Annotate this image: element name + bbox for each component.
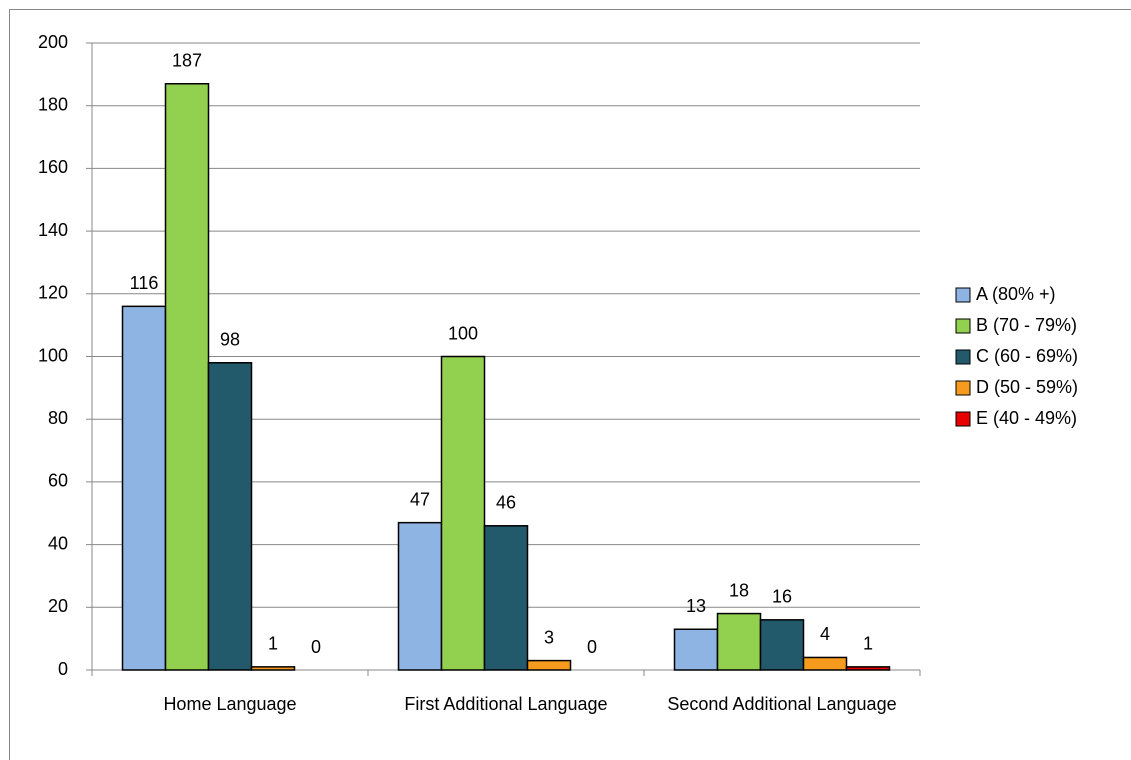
y-tick-label: 20 xyxy=(48,596,68,616)
bar xyxy=(673,628,719,671)
legend-label: A (80% +) xyxy=(976,284,1056,304)
legend-swatch xyxy=(955,287,971,303)
legend-swatch xyxy=(955,380,971,396)
y-tick-label: 160 xyxy=(38,157,68,177)
legend-label: C (60 - 69%) xyxy=(976,346,1078,366)
bar xyxy=(207,362,253,671)
y-tick-label: 140 xyxy=(38,220,68,240)
bar xyxy=(845,666,891,671)
legend-swatch xyxy=(955,318,971,334)
y-tick-label: 40 xyxy=(48,533,68,553)
bar xyxy=(483,525,529,671)
data-label: 0 xyxy=(311,637,321,657)
legend-label: D (50 - 59%) xyxy=(976,377,1078,397)
y-tick-label: 180 xyxy=(38,94,68,114)
data-label: 1 xyxy=(268,634,278,654)
data-label: 13 xyxy=(686,596,706,616)
y-tick-label: 200 xyxy=(38,32,68,52)
data-label: 187 xyxy=(172,51,202,71)
data-label: 0 xyxy=(587,637,597,657)
data-label: 116 xyxy=(130,273,159,293)
data-label: 47 xyxy=(410,489,430,509)
bar xyxy=(716,612,762,671)
bar xyxy=(526,659,572,671)
data-label: 3 xyxy=(544,627,554,647)
y-tick-label: 0 xyxy=(58,659,68,679)
legend-label: E (40 - 49%) xyxy=(976,408,1077,428)
y-tick-label: 100 xyxy=(38,345,68,365)
data-label: 100 xyxy=(448,323,478,343)
bar xyxy=(397,521,443,671)
legend-swatch xyxy=(955,349,971,365)
y-tick-label: 60 xyxy=(48,471,68,491)
chart-frame xyxy=(9,9,1131,760)
bar xyxy=(759,619,805,671)
data-label: 18 xyxy=(729,580,749,600)
bar xyxy=(440,355,486,671)
x-tick-label: First Additional Language xyxy=(404,694,608,714)
y-tick-label: 80 xyxy=(48,408,68,428)
x-tick-label: Second Additional Language xyxy=(667,694,897,714)
data-label: 1 xyxy=(863,634,873,654)
data-label: 46 xyxy=(496,493,516,513)
bar xyxy=(121,305,167,671)
bar xyxy=(250,666,296,671)
bar xyxy=(164,83,210,671)
bar xyxy=(802,656,848,671)
data-label: 98 xyxy=(220,330,240,350)
legend-label: B (70 - 79%) xyxy=(976,315,1077,335)
legend-swatch xyxy=(955,411,971,427)
y-tick-label: 120 xyxy=(38,283,68,303)
x-tick-label: Home Language xyxy=(163,694,297,714)
data-label: 16 xyxy=(772,587,792,607)
data-label: 4 xyxy=(820,624,830,644)
